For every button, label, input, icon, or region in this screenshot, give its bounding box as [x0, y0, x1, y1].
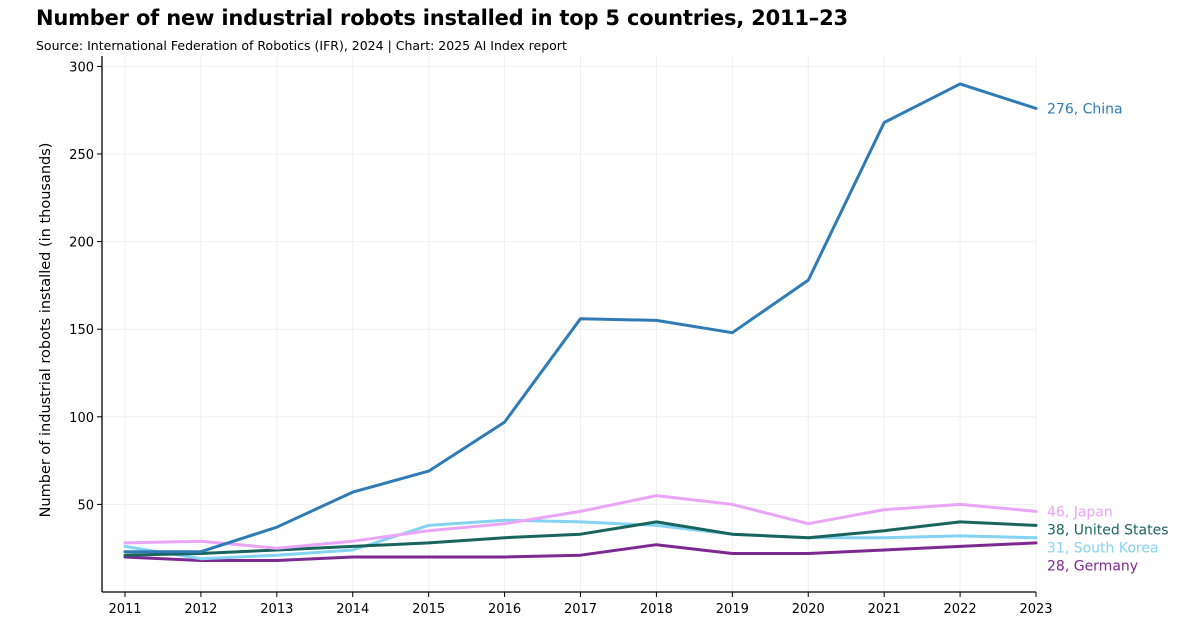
series-label-japan: 46, Japan [1047, 504, 1113, 520]
x-tick-label: 2019 [716, 602, 749, 617]
y-tick-label: 50 [77, 498, 94, 513]
series-line-china [123, 82, 1038, 554]
x-tick-label: 2022 [944, 602, 977, 617]
series-line-south-korea [123, 518, 1038, 561]
y-tick-label: 250 [69, 148, 94, 163]
series-label-china: 276, China [1047, 101, 1123, 117]
series-label-south-korea: 31, South Korea [1047, 540, 1159, 556]
x-axis-ticks: 2011 2012 2013 2014 2015 2016 2017 2018 2019 2020… [108, 592, 1053, 617]
x-tick-label: 2016 [488, 602, 521, 617]
chart-title: Number of new industrial robots installe… [36, 6, 848, 30]
x-tick-label: 2021 [868, 602, 901, 617]
x-tick-label: 2023 [1019, 602, 1052, 617]
x-tick-label: 2020 [792, 602, 825, 617]
series-line-japan [123, 494, 1038, 550]
chart-subtitle: Source: International Federation of Robo… [36, 38, 567, 53]
x-tick-label: 2013 [260, 602, 293, 617]
x-tick-label: 2017 [564, 602, 597, 617]
y-tick-label: 200 [69, 236, 94, 251]
y-axis-label: Number of industrial robots installed (i… [38, 143, 54, 518]
axes [101, 56, 1036, 593]
y-tick-label: 300 [69, 60, 94, 75]
y-axis-ticks: 50 100 150 200 250 300 [69, 60, 102, 513]
series-label-germany: 28, Germany [1047, 558, 1138, 574]
series-line-united-states [123, 520, 1038, 557]
x-tick-label: 2012 [184, 602, 217, 617]
series-label-united-states: 38, United States [1047, 522, 1169, 538]
series-line-germany [123, 541, 1038, 562]
x-tick-label: 2015 [412, 602, 445, 617]
x-tick-label: 2011 [108, 602, 141, 617]
y-tick-label: 100 [69, 411, 94, 426]
x-tick-label: 2014 [336, 602, 369, 617]
series-end-labels: 276, China 46, Japan 38, United States 31, … [1047, 101, 1169, 574]
grid-lines [102, 56, 1037, 592]
series-lines [123, 82, 1038, 562]
y-tick-label: 150 [69, 323, 94, 338]
x-tick-label: 2018 [640, 602, 673, 617]
